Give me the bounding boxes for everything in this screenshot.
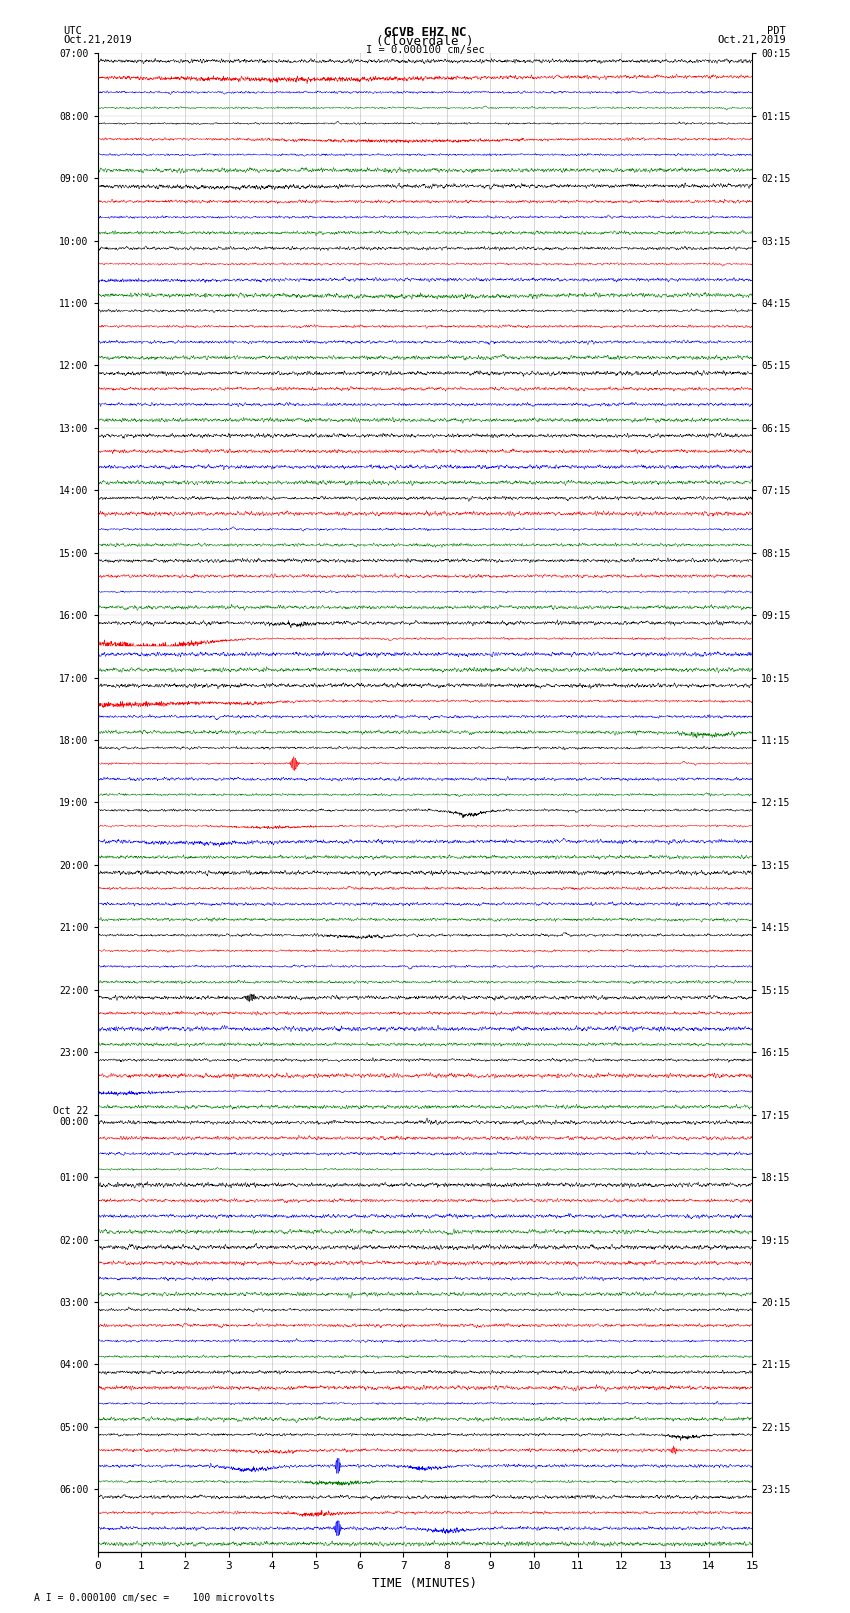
Text: Oct.21,2019: Oct.21,2019 <box>64 35 133 45</box>
Text: UTC: UTC <box>64 26 82 35</box>
X-axis label: TIME (MINUTES): TIME (MINUTES) <box>372 1578 478 1590</box>
Text: Oct.21,2019: Oct.21,2019 <box>717 35 786 45</box>
Text: GCVB EHZ NC: GCVB EHZ NC <box>383 26 467 39</box>
Text: PDT: PDT <box>768 26 786 35</box>
Text: I = 0.000100 cm/sec: I = 0.000100 cm/sec <box>366 45 484 55</box>
Text: (Cloverdale ): (Cloverdale ) <box>377 35 473 48</box>
Text: A I = 0.000100 cm/sec =    100 microvolts: A I = 0.000100 cm/sec = 100 microvolts <box>34 1594 275 1603</box>
